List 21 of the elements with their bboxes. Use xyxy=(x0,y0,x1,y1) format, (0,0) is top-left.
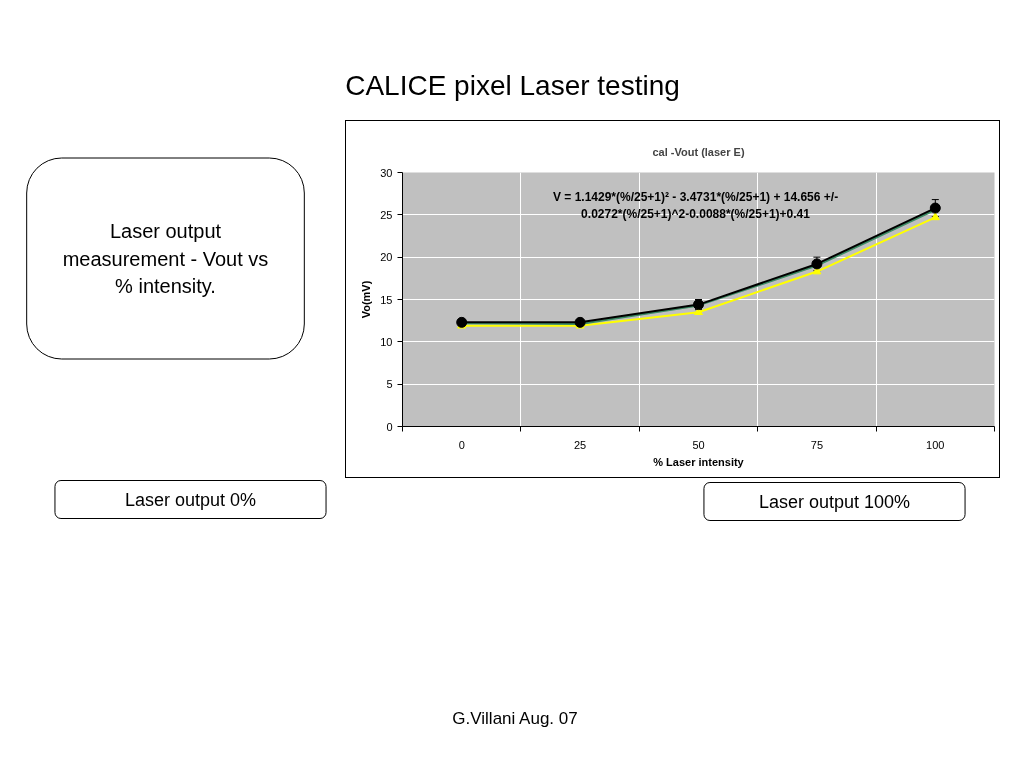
y-tick-label: 0 xyxy=(386,420,393,433)
chart-subtitle: cal -Vout (laser E) xyxy=(652,145,745,158)
x-tick-label: 100 xyxy=(926,438,945,451)
chart-title: CALICE pixel Laser testing xyxy=(345,70,680,101)
y-tick-label: 15 xyxy=(380,293,393,306)
annotation: V = 1.1429*(%/25+1)² - 3.4731*(%/25+1) + 14.656 +/- 0.0272*(%/25+1)^2-0.0088*(%/25+1)+0.41 xyxy=(552,190,839,222)
y-tick-label: 20 xyxy=(380,251,393,264)
x-axis-title: % Laser intensity xyxy=(653,455,745,468)
y-tick-label: 25 xyxy=(380,208,393,221)
text: Laser output measurement - Vout vs % intensity. xyxy=(62,220,269,297)
y-axis-title: Vo(mV) xyxy=(360,280,373,319)
x-tick-label: 0 xyxy=(458,438,465,451)
text: Laser output 100% xyxy=(758,491,911,512)
y-tick-label: 30 xyxy=(380,166,393,179)
y-tick-label: 10 xyxy=(380,335,393,348)
text: Laser output 0% xyxy=(124,489,257,510)
x-tick-label: 75 xyxy=(810,438,824,451)
x-tick-label: 50 xyxy=(692,438,705,451)
text: G.Villani Aug. 07 xyxy=(452,709,578,728)
y-tick-label: 5 xyxy=(386,378,393,391)
x-tick-label: 25 xyxy=(573,438,587,451)
